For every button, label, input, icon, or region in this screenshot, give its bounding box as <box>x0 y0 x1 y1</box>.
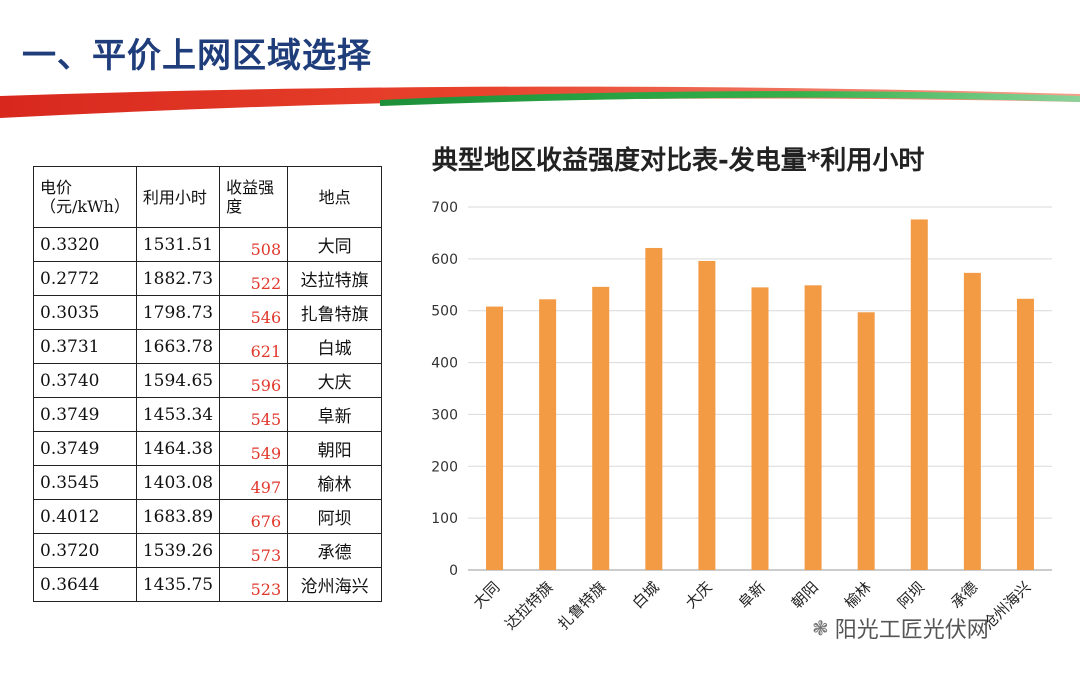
cell-hours: 1464.38 <box>135 431 221 466</box>
header-price: 电价（元/kWh） <box>33 166 137 228</box>
cell-price: 0.3035 <box>33 295 137 330</box>
x-tick-label: 大同 <box>469 578 503 612</box>
page-title: 一、平价上网区域选择 <box>22 36 372 76</box>
bar <box>751 287 769 570</box>
y-tick-label: 200 <box>431 459 458 475</box>
chart-title: 典型地区收益强度对比表-发电量*利用小时 <box>432 146 925 176</box>
cell-price: 0.3740 <box>33 363 137 398</box>
x-tick-label: 朝阳 <box>788 578 822 612</box>
cell-revenue: 508 <box>219 227 289 262</box>
bar <box>592 286 610 570</box>
x-tick-label: 阜新 <box>735 578 769 612</box>
cell-hours: 1594.65 <box>135 363 221 398</box>
cell-price: 0.4012 <box>33 499 137 534</box>
table-row: 0.3749 1464.38 549 朝阳 <box>33 431 383 466</box>
cell-price: 0.3749 <box>33 397 137 432</box>
cell-revenue: 546 <box>219 295 289 330</box>
x-tick-label: 阿坝 <box>894 578 928 612</box>
cell-place: 阜新 <box>287 397 383 432</box>
table-row: 0.2772 1882.73 522 达拉特旗 <box>33 261 383 296</box>
cell-price: 0.3749 <box>33 431 137 466</box>
cell-revenue: 573 <box>219 533 289 568</box>
cell-place: 朝阳 <box>287 431 383 466</box>
cell-place: 榆林 <box>287 465 383 500</box>
cell-hours: 1539.26 <box>135 533 221 568</box>
y-tick-label: 500 <box>431 304 458 320</box>
table-row: 0.3644 1435.75 523 沧州海兴 <box>33 567 383 602</box>
cell-place: 白城 <box>287 329 383 364</box>
cell-revenue: 522 <box>219 261 289 296</box>
table-row: 0.3545 1403.08 497 榆林 <box>33 465 383 500</box>
cell-revenue: 676 <box>219 499 289 534</box>
bar <box>539 299 557 570</box>
cell-price: 0.3545 <box>33 465 137 500</box>
header-revenue: 收益强度 <box>219 166 289 228</box>
cell-revenue: 621 <box>219 329 289 364</box>
cell-hours: 1435.75 <box>135 567 221 602</box>
cell-hours: 1683.89 <box>135 499 221 534</box>
table-row: 0.3749 1453.34 545 阜新 <box>33 397 383 432</box>
cell-place: 沧州海兴 <box>287 567 383 602</box>
y-tick-label: 400 <box>431 356 458 372</box>
table-row: 0.3740 1594.65 596 大庆 <box>33 363 383 398</box>
x-tick-label: 扎鲁特旗 <box>554 578 609 633</box>
header-hours: 利用小时 <box>135 166 221 228</box>
cell-price: 0.2772 <box>33 261 137 296</box>
cell-revenue: 497 <box>219 465 289 500</box>
bar <box>486 306 504 570</box>
bar <box>645 247 663 570</box>
cell-place: 大同 <box>287 227 383 262</box>
x-tick-label: 大庆 <box>682 578 716 612</box>
bar <box>804 285 822 570</box>
cell-hours: 1663.78 <box>135 329 221 364</box>
cell-price: 0.3320 <box>33 227 137 262</box>
data-table: 电价（元/kWh） 利用小时 收益强度 地点 0.3320 1531.51 508 大… <box>33 166 383 602</box>
cell-place: 承德 <box>287 533 383 568</box>
table-row: 0.3720 1539.26 573 承德 <box>33 533 383 568</box>
brand-text: 阳光工匠光伏网 <box>834 618 989 643</box>
y-tick-label: 700 <box>431 200 458 216</box>
cell-place: 阿坝 <box>287 499 383 534</box>
cell-place: 扎鲁特旗 <box>287 295 383 330</box>
y-tick-label: 100 <box>431 511 458 527</box>
cell-hours: 1531.51 <box>135 227 221 262</box>
cell-hours: 1798.73 <box>135 295 221 330</box>
cell-place: 大庆 <box>287 363 383 398</box>
bar <box>910 219 928 570</box>
cell-revenue: 549 <box>219 431 289 466</box>
y-tick-label: 300 <box>431 407 458 423</box>
y-tick-label: 0 <box>449 563 458 579</box>
cell-hours: 1882.73 <box>135 261 221 296</box>
cell-hours: 1403.08 <box>135 465 221 500</box>
x-tick-label: 达拉特旗 <box>501 578 556 633</box>
table-row: 0.3320 1531.51 508 大同 <box>33 227 383 262</box>
cell-price: 0.3731 <box>33 329 137 364</box>
bar <box>963 272 981 570</box>
cell-revenue: 545 <box>219 397 289 432</box>
table-header-row: 电价（元/kWh） 利用小时 收益强度 地点 <box>33 166 383 228</box>
table-row: 0.3731 1663.78 621 白城 <box>33 329 383 364</box>
cell-price: 0.3720 <box>33 533 137 568</box>
cell-revenue: 523 <box>219 567 289 602</box>
table-row: 0.3035 1798.73 546 扎鲁特旗 <box>33 295 383 330</box>
bar <box>1016 298 1034 570</box>
table-row: 0.4012 1683.89 676 阿坝 <box>33 499 383 534</box>
header-banner <box>0 86 1080 118</box>
cell-place: 达拉特旗 <box>287 261 383 296</box>
bar <box>857 312 875 570</box>
cell-price: 0.3644 <box>33 567 137 602</box>
wechat-icon: ❃ <box>812 616 829 640</box>
x-tick-label: 榆林 <box>841 578 875 612</box>
cell-revenue: 596 <box>219 363 289 398</box>
brand-watermark: ❃ 阳光工匠光伏网 <box>812 612 989 644</box>
x-tick-label: 白城 <box>629 578 663 612</box>
cell-hours: 1453.34 <box>135 397 221 432</box>
header-place: 地点 <box>287 166 383 228</box>
y-tick-label: 600 <box>431 252 458 268</box>
x-tick-label: 承德 <box>947 578 981 612</box>
bar <box>698 260 716 570</box>
